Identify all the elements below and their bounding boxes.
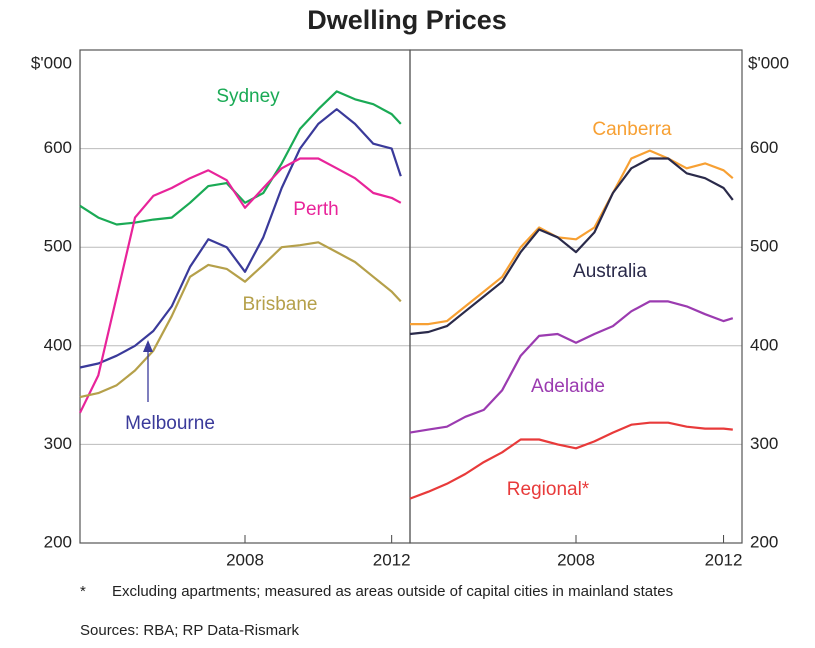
series-line (409, 421, 733, 500)
series-label: Adelaide (531, 376, 605, 397)
series-label: Canberra (592, 119, 672, 140)
y-tick-label: 500 (44, 237, 72, 256)
series-label: Regional* (507, 479, 590, 500)
y-tick-label: 200 (44, 532, 72, 551)
series-line (79, 241, 402, 399)
footnote-marker: * (80, 583, 86, 600)
y-tick-label: 300 (750, 434, 778, 453)
series-line (409, 300, 734, 434)
y-tick-label: 500 (750, 237, 778, 256)
series-label: Brisbane (243, 294, 318, 315)
y-unit: $'000 (748, 53, 789, 72)
y-tick-label: 300 (44, 434, 72, 453)
series-line (410, 149, 734, 326)
series-line (79, 157, 402, 414)
x-tick-label: 2008 (226, 550, 264, 569)
y-unit: $'000 (31, 53, 72, 72)
series-line (409, 157, 734, 336)
sources: Sources: RBA; RP Data-Rismark (80, 622, 299, 639)
pointer-arrowhead (143, 340, 153, 352)
series-line (79, 90, 402, 226)
x-tick-label: 2012 (373, 550, 411, 569)
y-tick-label: 600 (750, 138, 778, 157)
series-label: Australia (573, 261, 647, 282)
y-tick-label: 400 (750, 335, 778, 354)
x-tick-label: 2008 (557, 550, 595, 569)
series-label: Melbourne (125, 413, 215, 434)
plot-frame (409, 49, 743, 544)
y-tick-label: 600 (44, 138, 72, 157)
x-tick-label: 2012 (705, 550, 743, 569)
series-label: Perth (293, 199, 338, 220)
y-tick-label: 200 (750, 532, 778, 551)
footnote: Excluding apartments; measured as areas … (112, 583, 674, 600)
chart: Dwelling Prices 200 300 400 500 600 $'000 2008… (31, 5, 789, 569)
y-tick-label: 400 (44, 335, 72, 354)
chart-title: Dwelling Prices (307, 5, 507, 35)
series-label: Sydney (216, 86, 280, 107)
series-line (79, 108, 402, 369)
